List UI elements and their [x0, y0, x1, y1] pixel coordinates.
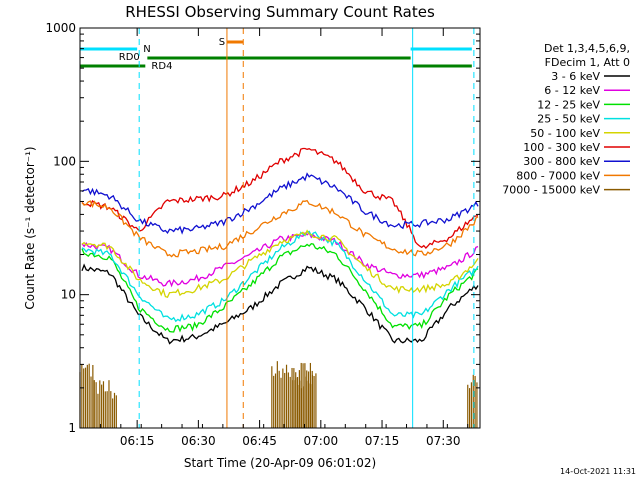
x-tick-label: 07:00: [304, 434, 339, 448]
x-tick-label: 07:30: [426, 434, 461, 448]
legend: Det 1,3,4,5,6,9, FDecim 1, Att 0 3 - 6 k…: [502, 42, 630, 197]
y-axis-label: Count Rate (s⁻¹ detector⁻¹): [23, 146, 37, 309]
legend-entry-label: 800 - 7000 keV: [516, 169, 600, 182]
series-line-7: [81, 199, 479, 258]
legend-entry-label: 100 - 300 keV: [523, 141, 600, 154]
y-tick-label: 1: [68, 421, 76, 435]
legend-entry-label: 50 - 100 keV: [530, 127, 600, 140]
s-label: S: [219, 37, 225, 48]
y-tick-label: 100: [53, 154, 76, 168]
n-bar-label: N: [143, 44, 150, 55]
series-line-1: [81, 231, 479, 288]
x-tick-label: 06:15: [120, 434, 155, 448]
legend-entry-label: 3 - 6 keV: [551, 70, 600, 83]
x-ticks: 06:15 06:30 06:45 07:00 07:15 07:30: [79, 28, 469, 448]
series-line-6: [81, 172, 479, 235]
y-tick-label: 1000: [45, 21, 76, 35]
x-tick-label: 06:30: [181, 434, 216, 448]
series-line-4: [81, 229, 479, 298]
legend-entry-label: 6 - 12 keV: [544, 84, 600, 97]
y-ticks: 1 10 100 1000: [45, 21, 480, 435]
legend-entry-label: 7000 - 15000 keV: [502, 184, 600, 197]
legend-header-line-1: Det 1,3,4,5,6,9,: [544, 42, 630, 55]
legend-entry-label: 300 - 800 keV: [523, 155, 600, 168]
chart-title: RHESSI Observing Summary Count Rates: [125, 3, 435, 21]
rd0-label: RD0: [119, 52, 140, 63]
series-line-5: [81, 147, 479, 249]
y-tick-label: 10: [61, 288, 76, 302]
legend-entry-label: 12 - 25 keV: [537, 98, 600, 111]
series-line-3: [81, 230, 479, 323]
x-axis-label: Start Time (20-Apr-09 06:01:02): [184, 456, 376, 470]
plot-timestamp: 14-Oct-2021 11:31: [560, 467, 636, 476]
plot-axes: [79, 27, 481, 429]
x-tick-label: 07:15: [365, 434, 400, 448]
legend-entry-label: 25 - 50 keV: [537, 113, 600, 126]
series-line-2: [81, 242, 479, 333]
plot-frame: [79, 27, 481, 429]
orbit-shading: [79, 361, 478, 428]
x-tick-label: 06:45: [242, 434, 277, 448]
series-line-0: [81, 263, 479, 345]
legend-header-line-2: FDecim 1, Att 0: [545, 56, 630, 69]
series-lines: [81, 147, 479, 345]
rd4-label: RD4: [151, 61, 172, 72]
